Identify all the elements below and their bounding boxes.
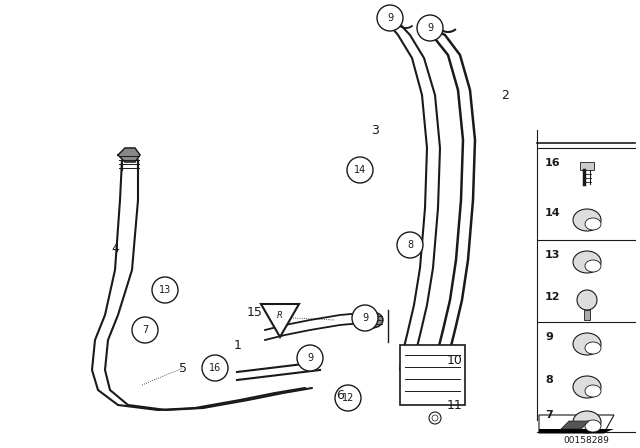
Text: 8: 8 [407, 240, 413, 250]
Bar [400, 345, 465, 405]
Ellipse shape [573, 251, 601, 273]
Text: 1: 1 [234, 339, 242, 352]
Text: 6: 6 [336, 388, 344, 401]
Text: 7: 7 [142, 325, 148, 335]
Text: 13: 13 [159, 285, 171, 295]
Polygon shape [118, 148, 140, 162]
Text: 7: 7 [545, 410, 553, 420]
Text: 9: 9 [427, 23, 433, 33]
Text: 15: 15 [247, 306, 263, 319]
Text: 9: 9 [362, 313, 368, 323]
Text: 10: 10 [447, 353, 463, 366]
Text: 16: 16 [545, 158, 561, 168]
Text: 16: 16 [209, 363, 221, 373]
Circle shape [397, 232, 423, 258]
Ellipse shape [585, 260, 601, 272]
Circle shape [429, 412, 441, 424]
Polygon shape [539, 429, 614, 433]
Text: 14: 14 [545, 208, 561, 218]
Circle shape [152, 277, 178, 303]
Ellipse shape [585, 342, 601, 354]
Polygon shape [561, 421, 589, 429]
Ellipse shape [361, 312, 383, 328]
Circle shape [417, 15, 443, 41]
Text: 3: 3 [371, 124, 379, 137]
Circle shape [132, 317, 158, 343]
Text: 9: 9 [387, 13, 393, 23]
Circle shape [297, 345, 323, 371]
Polygon shape [539, 415, 614, 433]
Polygon shape [261, 304, 299, 337]
Circle shape [432, 415, 438, 421]
Circle shape [577, 290, 597, 310]
Text: 9: 9 [307, 353, 313, 363]
Text: 9: 9 [545, 332, 553, 342]
Ellipse shape [585, 385, 601, 397]
Text: 2: 2 [501, 89, 509, 102]
Ellipse shape [573, 209, 601, 231]
Ellipse shape [573, 376, 601, 398]
Circle shape [335, 385, 361, 411]
Ellipse shape [573, 333, 601, 355]
Text: 00158289: 00158289 [563, 435, 609, 444]
Circle shape [352, 305, 378, 331]
Ellipse shape [585, 218, 601, 230]
Ellipse shape [573, 411, 601, 433]
Text: 4: 4 [111, 241, 119, 254]
Text: 13: 13 [545, 250, 561, 260]
Text: 11: 11 [447, 399, 463, 412]
Text: 14: 14 [354, 165, 366, 175]
Circle shape [202, 355, 228, 381]
Ellipse shape [585, 420, 601, 432]
Circle shape [377, 5, 403, 31]
Text: 12: 12 [545, 292, 561, 302]
Text: 12: 12 [342, 393, 354, 403]
Text: 5: 5 [179, 362, 187, 375]
Text: 8: 8 [545, 375, 553, 385]
Text: R: R [277, 310, 283, 319]
Bar [584, 310, 590, 320]
Polygon shape [580, 162, 594, 170]
Circle shape [347, 157, 373, 183]
